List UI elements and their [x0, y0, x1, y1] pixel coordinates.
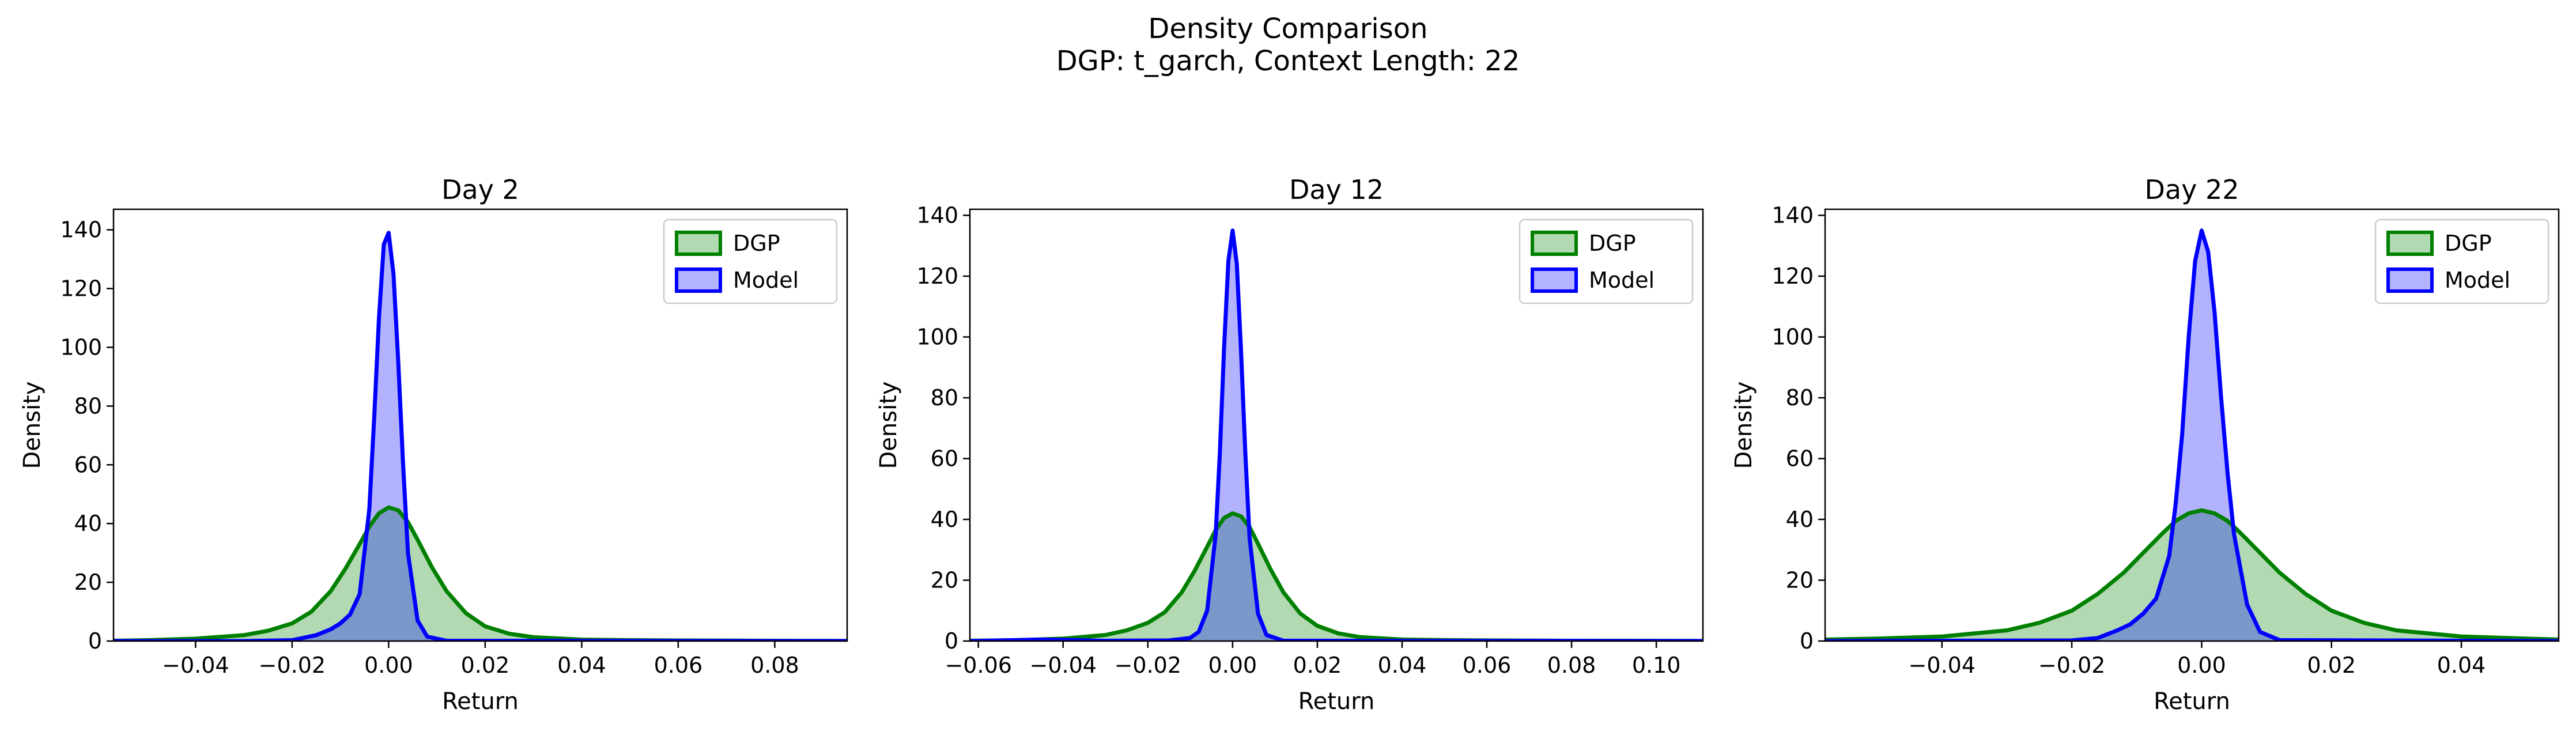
x-axis-label: Return: [2154, 688, 2230, 715]
x-tick-label: 0.02: [2307, 653, 2356, 678]
x-tick-label: 0.06: [654, 653, 703, 678]
legend-label-dgp: DGP: [733, 231, 780, 256]
axes-frame: [112, 208, 848, 642]
x-tick-label: 0.00: [1208, 653, 1257, 678]
x-tick-label: −0.04: [1909, 653, 1976, 678]
legend-label-dgp: DGP: [2445, 231, 2492, 256]
legend-label-model: Model: [733, 267, 799, 293]
y-tick-label: 140: [60, 217, 102, 243]
chart-panel-3: −0.04 −0.02 0.00 0.02 0.04 0 20 40 60 80 100 120 140…: [1731, 174, 2560, 715]
y-tick-label: 40: [931, 507, 958, 532]
y-tick-label: 140: [916, 203, 958, 228]
y-tick-label: 0: [945, 628, 958, 654]
x-tick-label: 0.04: [2437, 653, 2486, 678]
x-tick-label: −0.02: [1115, 653, 1181, 678]
y-axis-label: Density: [1731, 381, 1757, 469]
y-tick-label: 120: [1772, 263, 1814, 289]
y-tick-label: 40: [1786, 507, 1814, 532]
series-line-dgp: [970, 511, 1703, 641]
x-tick-label: −0.06: [945, 653, 1011, 678]
figure-title: Density Comparison: [1148, 13, 1428, 45]
x-axis-label: Return: [1298, 688, 1375, 715]
chart-title: Day 22: [2145, 174, 2239, 205]
y-tick-label: 0: [88, 628, 102, 654]
series-line-dgp: [1825, 508, 2559, 641]
legend-swatch-model: [2386, 267, 2434, 293]
series-line-model: [1825, 228, 2559, 641]
chart-title: Day 12: [1289, 174, 1384, 205]
x-tick-label: 0.00: [2177, 653, 2226, 678]
figure-subtitle: DGP: t_garch, Context Length: 22: [1056, 45, 1520, 77]
y-tick-label: 80: [931, 385, 958, 410]
legend: DGP Model: [663, 218, 838, 304]
y-tick-label: 100: [916, 325, 958, 350]
series-line-dgp: [114, 505, 847, 641]
legend-label-dgp: DGP: [1589, 231, 1636, 256]
x-tick-label: −0.04: [162, 653, 229, 678]
legend-label-model: Model: [1589, 267, 1655, 293]
y-tick-label: 20: [1786, 568, 1814, 593]
chart-panel-1: −0.04 −0.02 0.00 0.02 0.04 0.06 0.08 0 20 40 60 80 1…: [19, 174, 848, 715]
x-tick-label: 0.04: [1378, 653, 1427, 678]
legend-swatch-dgp: [675, 231, 722, 256]
x-tick-label: −0.04: [1030, 653, 1097, 678]
x-tick-label: 0.08: [750, 653, 799, 678]
y-tick-label: 60: [931, 446, 958, 472]
y-tick-label: 120: [916, 263, 958, 289]
x-tick-label: 0.02: [461, 653, 510, 678]
x-tick-label: 0.00: [364, 653, 413, 678]
x-tick-label: 0.06: [1463, 653, 1512, 678]
legend: DGP Model: [2374, 218, 2549, 304]
y-tick-label: 20: [931, 568, 958, 593]
series-fill-model: [1825, 230, 2559, 641]
y-tick-label: 20: [74, 570, 102, 595]
x-tick-label: 0.10: [1632, 653, 1681, 678]
axes-frame: [969, 208, 1704, 642]
series-fill-dgp: [1825, 510, 2559, 641]
y-tick-label: 100: [60, 334, 102, 360]
y-tick-label: 80: [74, 393, 102, 419]
y-axis-label: Density: [19, 381, 46, 469]
legend-swatch-dgp: [1531, 231, 1578, 256]
y-tick-label: 80: [1786, 385, 1814, 410]
y-tick-label: 120: [60, 276, 102, 301]
legend-swatch-model: [675, 267, 722, 293]
chart-title: Day 2: [441, 174, 519, 205]
series-line-model: [114, 231, 847, 641]
x-tick-label: 0.02: [1293, 653, 1342, 678]
legend-label-model: Model: [2445, 267, 2510, 293]
y-tick-label: 100: [1772, 325, 1814, 350]
x-tick-label: −0.02: [259, 653, 326, 678]
x-tick-label: 0.08: [1547, 653, 1596, 678]
y-tick-label: 60: [1786, 446, 1814, 472]
y-axis-label: Density: [875, 381, 902, 469]
x-tick-label: 0.04: [557, 653, 606, 678]
x-axis-label: Return: [442, 688, 519, 715]
legend-swatch-model: [1531, 267, 1578, 293]
series-fill-dgp: [970, 513, 1703, 641]
y-tick-label: 40: [74, 511, 102, 536]
plot-area: [1825, 228, 2559, 641]
axes-frame: [1824, 208, 2560, 642]
x-tick-label: −0.02: [2038, 653, 2105, 678]
plot-area: [114, 231, 847, 641]
chart-panel-2: −0.06 −0.04 −0.02 0.00 0.02 0.04 0.06 0.08 0.10 0…: [875, 174, 1704, 715]
y-tick-label: 0: [1800, 628, 1814, 654]
y-tick-label: 60: [74, 452, 102, 477]
legend-swatch-dgp: [2386, 231, 2434, 256]
legend: DGP Model: [1519, 218, 1694, 304]
y-tick-label: 140: [1772, 203, 1814, 228]
